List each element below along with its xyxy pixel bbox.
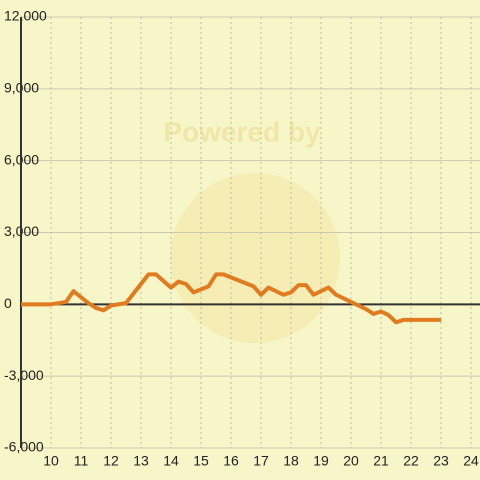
- x-tick-label: 18: [283, 453, 299, 469]
- x-tick-label: 13: [133, 453, 149, 469]
- x-tick-label: 21: [373, 453, 389, 469]
- watermark: Powered by: [163, 116, 321, 147]
- x-tick-label: 11: [74, 453, 89, 469]
- x-tick-label: 23: [433, 453, 449, 469]
- y-tick-label: 0: [4, 295, 12, 311]
- x-tick-label: 10: [43, 453, 59, 469]
- x-tick-label: 24: [463, 453, 479, 469]
- x-tick-label: 14: [163, 453, 179, 469]
- x-tick-label: 20: [343, 453, 359, 469]
- x-tick-label: 15: [193, 453, 209, 469]
- y-tick-label: 12,000: [4, 8, 47, 24]
- y-tick-label: -6,000: [4, 439, 44, 455]
- x-tick-label: 19: [313, 453, 329, 469]
- x-tick-label: 16: [223, 453, 239, 469]
- watermark-logo: [170, 173, 340, 343]
- x-tick-label: 22: [403, 453, 419, 469]
- data-line: [21, 272, 441, 325]
- y-tick-label: -3,000: [4, 367, 44, 383]
- x-tick-label: 12: [103, 453, 119, 469]
- x-tick-label: 17: [253, 453, 269, 469]
